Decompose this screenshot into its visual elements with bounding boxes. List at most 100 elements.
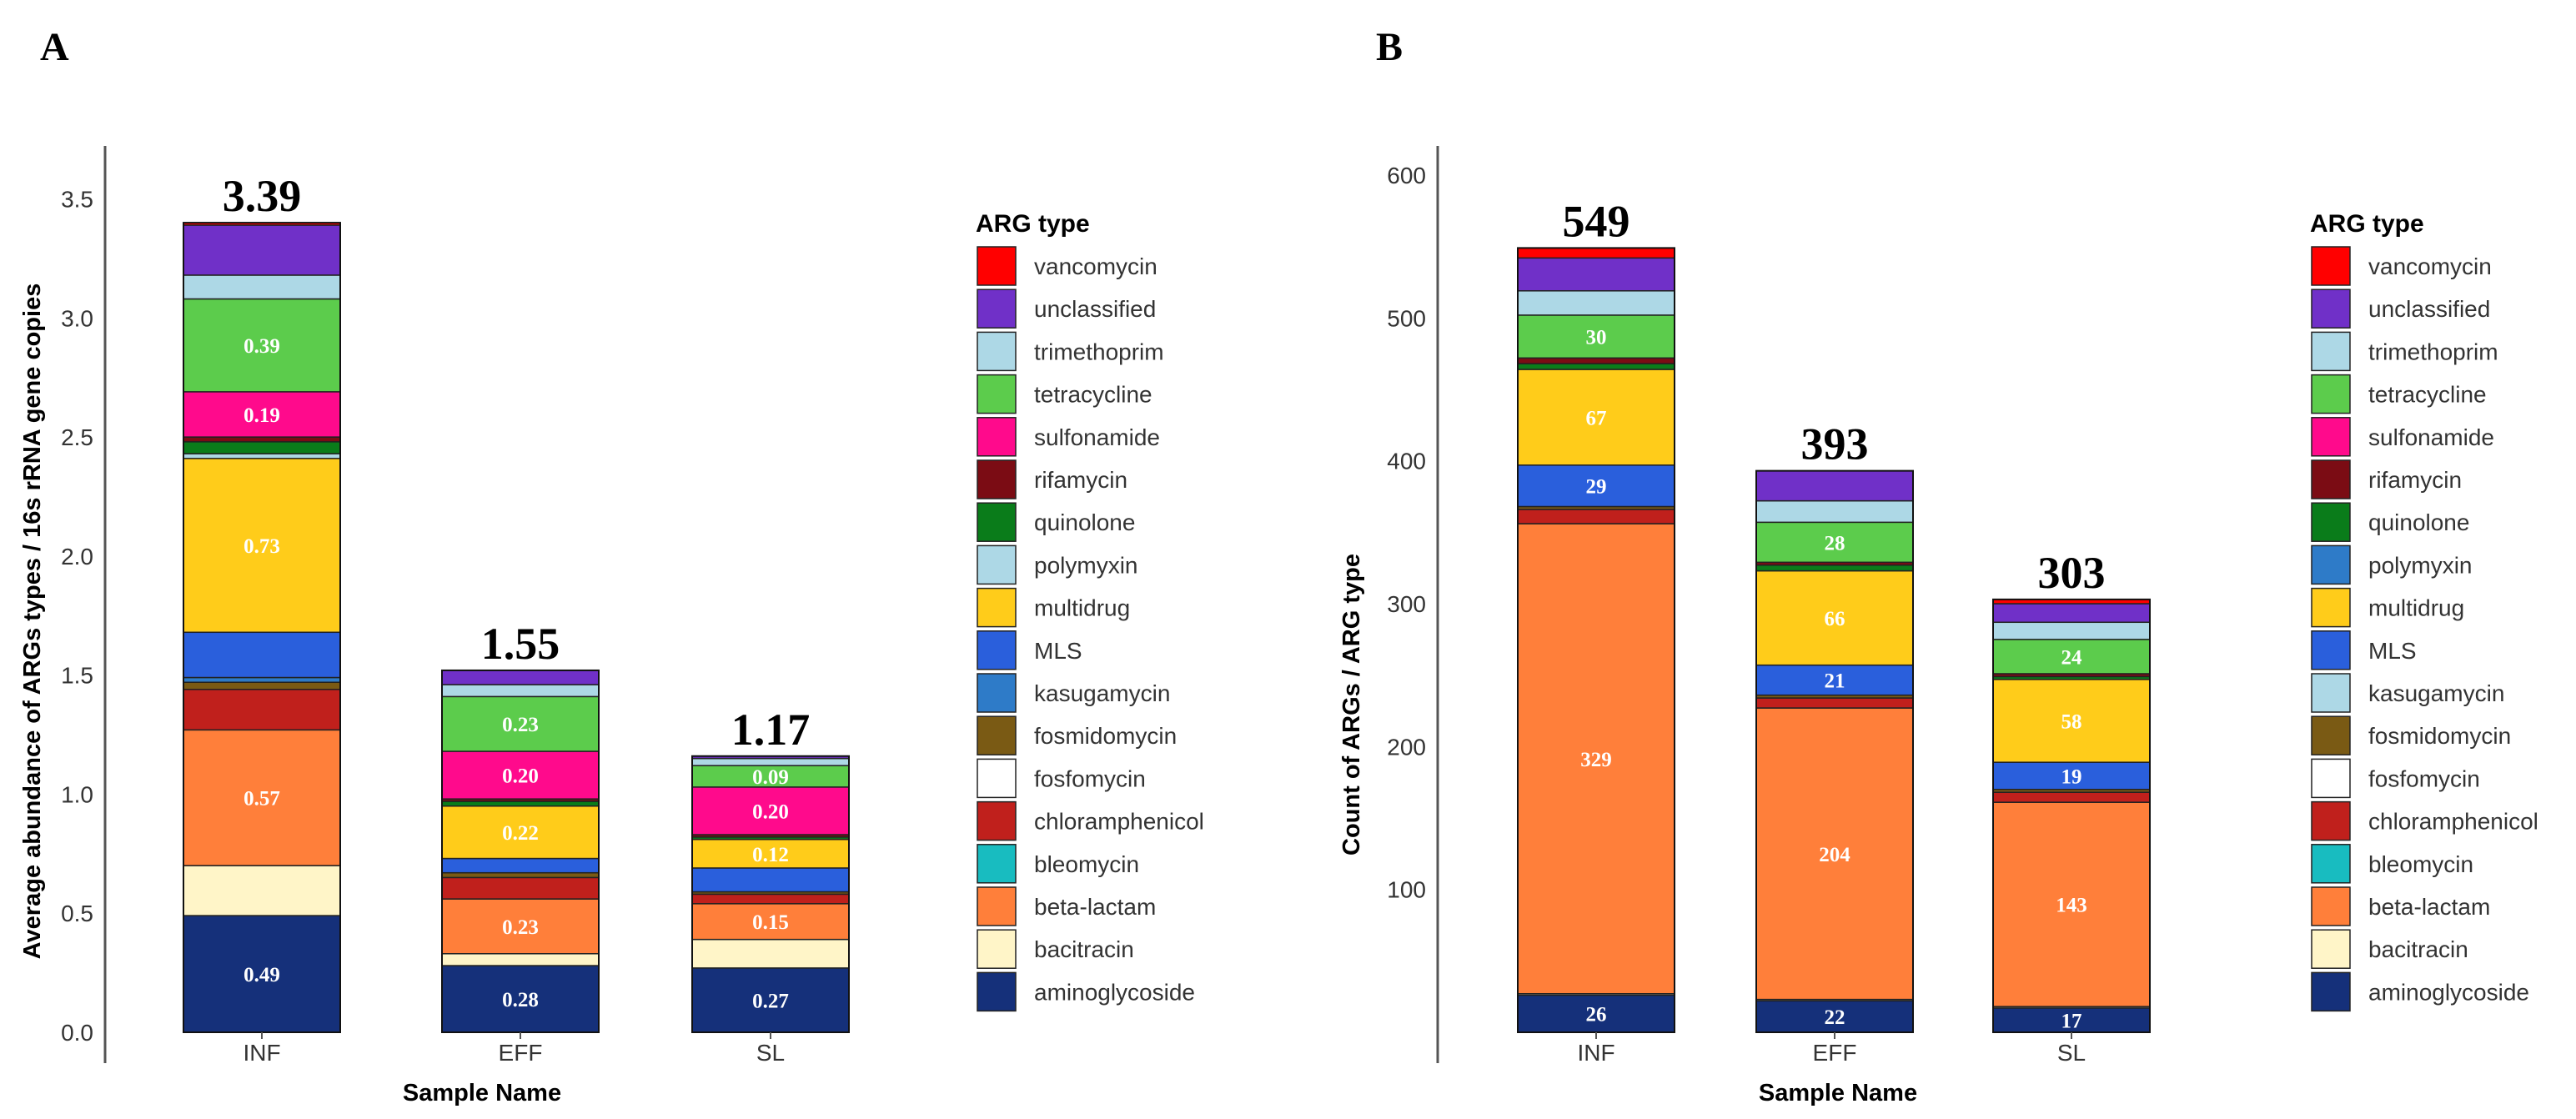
legend-label: bleomycin [2368, 851, 2473, 877]
total-label: 1.17 [731, 705, 811, 755]
legend: ARG type vancomycin unclassified trimethop… [2310, 210, 2538, 1012]
legend-label: aminoglycoside [1034, 979, 1195, 1005]
y-tick-label: 2.5 [61, 424, 93, 450]
data-label: 204 [1819, 844, 1850, 866]
bar-segment-aminoglycoside [691, 967, 850, 1033]
bar-segment-trimethoprim [183, 274, 341, 300]
legend-item-trimethoprim: trimethoprim [977, 331, 1164, 372]
data-label: 143 [2056, 895, 2087, 917]
legend-item-mls: MLS [977, 630, 1082, 670]
legend-swatch [977, 374, 1017, 414]
bar-segment-rifamycin [1517, 357, 1675, 364]
total-label: 1.55 [481, 619, 560, 669]
bar-segment-rifamycin [183, 436, 341, 443]
legend-label: sulfonamide [2368, 424, 2494, 450]
bar-segment-trimethoprim [1755, 499, 1914, 524]
x-tick-label: SL [756, 1040, 785, 1066]
bar-eff: 22 204 21 66 28 393 [1755, 419, 1914, 1033]
legend-swatch [977, 673, 1017, 713]
legend-label: kasugamycin [1034, 680, 1170, 706]
legend-swatch [977, 929, 1017, 969]
data-label: 22 [1825, 1006, 1845, 1029]
legend-swatch [2311, 289, 2351, 329]
legend-label: unclassified [2368, 296, 2490, 322]
data-label: 58 [2061, 710, 2082, 733]
bar-sl: 17 143 19 58 24 303 [1992, 548, 2151, 1033]
legend-swatch [2311, 715, 2351, 755]
data-label: 329 [1580, 749, 1612, 771]
legend-label: rifamycin [2368, 467, 2462, 493]
x-tick-label: EFF [499, 1040, 543, 1066]
legend-swatch [977, 502, 1017, 542]
y-tick-label: 0.0 [61, 1020, 93, 1046]
y-tick-label: 200 [1387, 734, 1426, 760]
legend-label: fosmidomycin [1034, 723, 1177, 749]
legend-swatch [977, 331, 1017, 372]
data-label: 28 [1825, 532, 1845, 554]
panel-a: A Average abundance of ARGs types / 16s … [19, 25, 1204, 1106]
bar-segment-tetracycline [691, 765, 850, 788]
bar-segment-unclassified [1755, 469, 1914, 502]
bar-segment-quinolone [1755, 564, 1914, 572]
bar-segment-chloramphenicol [1517, 509, 1675, 524]
legend-swatch [2311, 673, 2351, 713]
legend-label: tetracycline [1034, 382, 1152, 408]
legend-label: quinolone [2368, 509, 2469, 535]
x-ticks: INF EFF SL [1577, 1032, 2086, 1066]
bar-segment-mls [1992, 761, 2151, 790]
legend: ARG type vancomycin unclassified trimethop… [976, 210, 1204, 1012]
legend-label: sulfonamide [1034, 424, 1160, 450]
legend-swatch [2311, 331, 2351, 372]
y-tick-label: 400 [1387, 449, 1426, 474]
legend-label: polymyxin [1034, 552, 1137, 578]
data-label: 26 [1586, 1004, 1607, 1026]
bar-segment-quinolone [1517, 363, 1675, 370]
legend-label: MLS [1034, 638, 1082, 664]
legend-label: trimethoprim [2368, 339, 2498, 364]
legend-swatch [2311, 417, 2351, 457]
legend-item-kasugamycin: kasugamycin [2311, 673, 2504, 713]
legend-item-fosfomycin: fosfomycin [977, 758, 1146, 799]
legend-item-beta-lactam: beta-lactam [977, 886, 1156, 926]
total-label: 549 [1563, 196, 1630, 246]
y-tick-label: 1.5 [61, 663, 93, 689]
data-label: 0.27 [752, 990, 789, 1012]
y-axis-title: Count of ARGs / ARG type [1338, 554, 1365, 856]
legend-swatch [977, 417, 1017, 457]
legend-swatch [977, 289, 1017, 329]
data-label: 66 [1825, 608, 1845, 630]
y-tick-label: 1.0 [61, 781, 93, 807]
legend-swatch [2311, 502, 2351, 542]
data-label: 0.73 [244, 535, 280, 558]
bar-segment-fosmidomycin [441, 871, 600, 879]
legend-swatch [977, 459, 1017, 499]
data-label: 0.22 [502, 822, 539, 845]
legend-swatch [2311, 758, 2351, 799]
legend-label: trimethoprim [1034, 339, 1164, 364]
data-label: 0.28 [502, 989, 539, 1011]
panel-label: A [40, 25, 69, 69]
bar-eff: 0.28 0.23 0.22 0.20 0.23 1.55 [441, 619, 600, 1033]
y-tick-label: 300 [1387, 591, 1426, 617]
bar-segment-mls [441, 857, 600, 874]
legend-label: tetracycline [2368, 382, 2487, 408]
legend-swatch [977, 844, 1017, 884]
legend-label: bacitracin [1034, 936, 1134, 962]
legend-swatch [2311, 800, 2351, 841]
legend-item-beta-lactam: beta-lactam [2311, 886, 2490, 926]
data-label: 29 [1586, 476, 1607, 499]
legend-label: vancomycin [1034, 253, 1157, 279]
x-tick-label: INF [1577, 1040, 1614, 1066]
bar-segment-chloramphenicol [1755, 697, 1914, 709]
legend-swatch [977, 587, 1017, 628]
data-label: 67 [1586, 407, 1607, 429]
y-tick-label: 500 [1387, 305, 1426, 331]
legend-item-polymyxin: polymyxin [2311, 544, 2472, 585]
legend-label: beta-lactam [1034, 894, 1156, 920]
legend-item-rifamycin: rifamycin [2311, 459, 2462, 499]
legend-item-vancomycin: vancomycin [977, 246, 1157, 286]
legend-item-trimethoprim: trimethoprim [2311, 331, 2498, 372]
bar-segment-mls [1755, 664, 1914, 696]
total-label: 3.39 [223, 171, 302, 221]
y-tick-label: 0.5 [61, 901, 93, 926]
